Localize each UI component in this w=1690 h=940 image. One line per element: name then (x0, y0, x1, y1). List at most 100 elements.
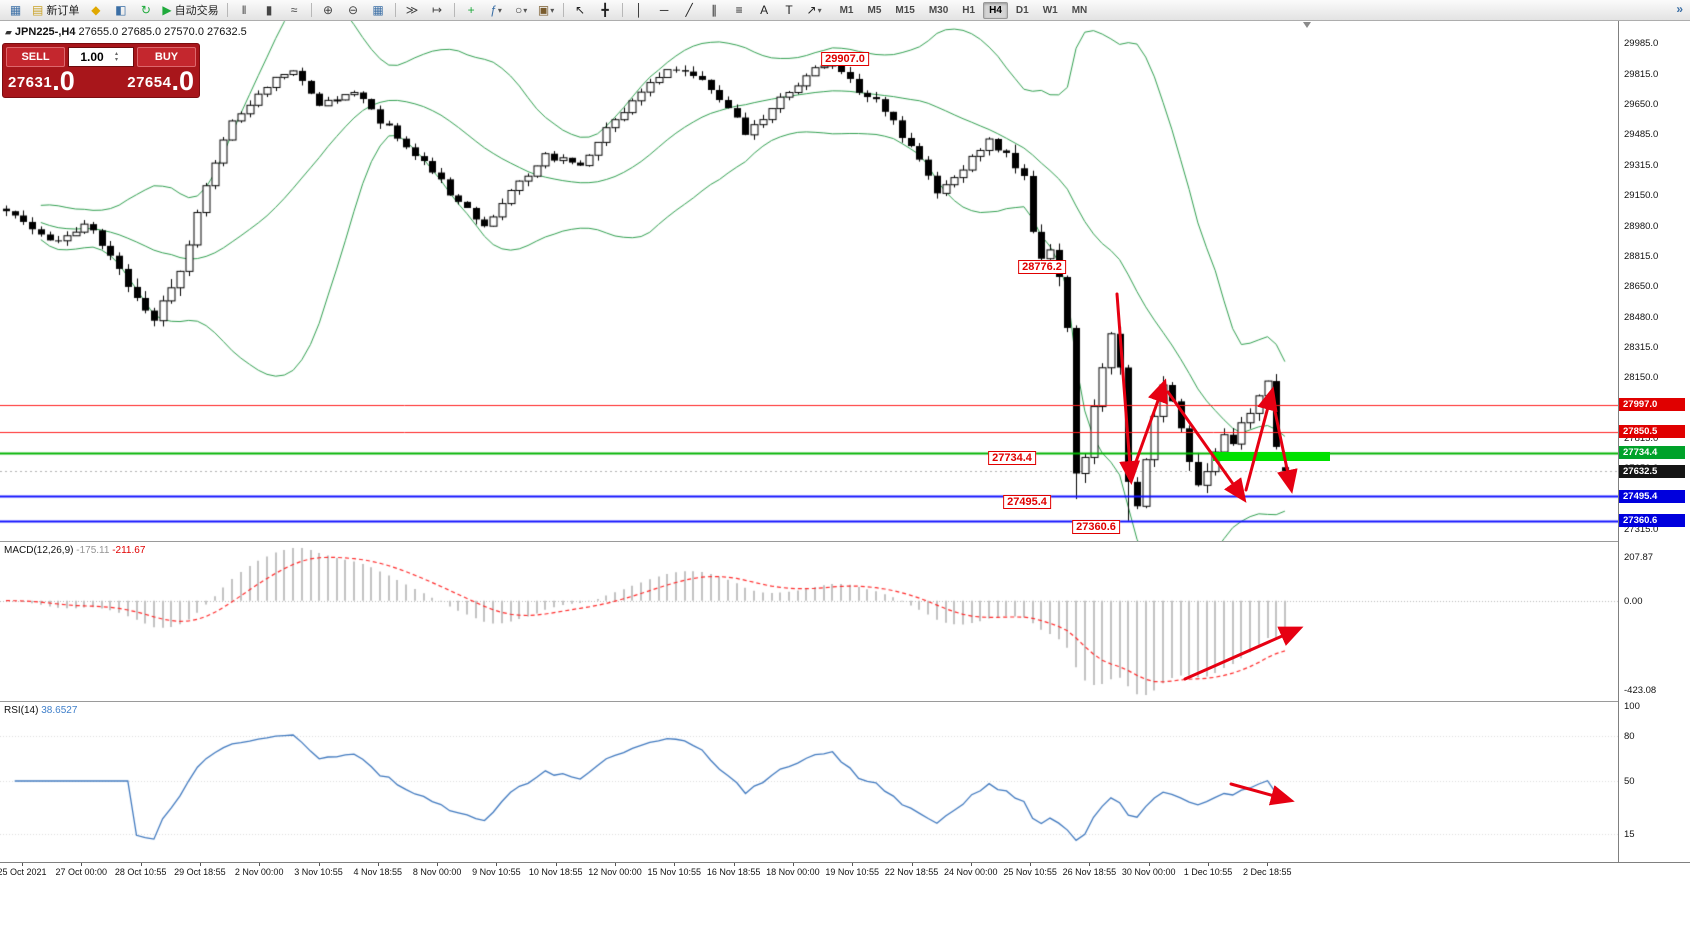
bid-price: 27631.0 (8, 68, 75, 95)
channel-button-icon: ∥ (711, 3, 718, 17)
indicator-list-dropdown[interactable]: ƒ ▾ (485, 1, 508, 20)
volume-up-icon[interactable]: ▴ (115, 51, 119, 57)
time-axis-label: 1 Dec 10:55 (1183, 867, 1233, 877)
timeframe-w1[interactable]: W1 (1042, 4, 1058, 16)
timeframe-h1[interactable]: H1 (962, 4, 976, 16)
zoom-in-button[interactable]: ⊕ (317, 1, 340, 20)
time-axis-tick (852, 863, 853, 866)
timeframe-mn[interactable]: MN (1071, 4, 1088, 16)
time-axis-tick (378, 863, 379, 866)
price-scale-label: 28650.0 (1624, 281, 1659, 292)
crosshair-button[interactable]: ╋ (594, 1, 617, 20)
channel-button[interactable]: ∥ (703, 1, 726, 20)
line-chart-button-icon: ≈ (290, 3, 298, 17)
time-axis-label: 30 Nov 00:00 (1121, 867, 1176, 877)
price-scale-label: 28480.0 (1624, 311, 1659, 323)
macd-pane-canvas[interactable] (0, 542, 1618, 701)
arrow-objects-dropdown[interactable]: ↗ ▾ (803, 1, 826, 20)
market-watch-button-icon: ◆ (91, 3, 101, 17)
bar-chart-button[interactable]: ‖ (233, 1, 256, 20)
price-tag: 27495.4 (1619, 489, 1685, 503)
volume-input[interactable] (69, 50, 115, 64)
time-axis-label: 2 Dec 18:55 (1243, 867, 1292, 877)
timeframe-m30[interactable]: M30 (928, 4, 949, 16)
time-axis[interactable]: 25 Oct 2021 27 Oct 00:00 28 Oct 10:55 29 Oc… (0, 863, 1690, 881)
pane-separator-macd[interactable] (0, 541, 1690, 542)
price-scale-label: 28315.0 (1624, 342, 1659, 354)
symbol-name: JPN225-,H4 (14, 26, 76, 38)
market-watch-button[interactable]: ◆ (84, 1, 107, 20)
fibonacci-button[interactable]: ≡ (728, 1, 751, 20)
timeframe-m1[interactable]: M1 (839, 4, 854, 16)
time-axis-label: 10 Nov 18:55 (528, 867, 583, 877)
sell-button[interactable]: SELL (6, 47, 65, 67)
chart-shift-button-icon: ↦ (432, 3, 443, 17)
chart-shift-button[interactable]: ↦ (426, 1, 449, 20)
periods-dropdown-icon: ○ (514, 3, 523, 17)
symbol-info: ▰ JPN225-,H4 27655.0 27685.0 27570.0 2763… (5, 26, 247, 38)
auto-scroll-button[interactable]: ≫ (401, 1, 424, 20)
refresh-button[interactable]: ↻ (134, 1, 157, 20)
arrow-objects-dropdown-arrow-icon: ▾ (817, 5, 822, 15)
horizontal-line-button[interactable]: ─ (653, 1, 676, 20)
tile-windows-button[interactable]: ▦ (367, 1, 390, 20)
rsi-value: 38.6527 (41, 705, 78, 716)
time-axis-label: 24 Nov 00:00 (944, 867, 998, 877)
price-axis-line (1618, 21, 1619, 862)
timeframe-h4[interactable]: H4 (983, 1, 1008, 19)
rsi-scale-label: 100 (1624, 701, 1640, 712)
text-label-button[interactable]: T (778, 1, 801, 20)
templates-dropdown-arrow-icon: ▾ (550, 5, 555, 15)
trendline-button[interactable]: ╱ (678, 1, 701, 20)
zoom-out-button-icon: ⊖ (348, 3, 359, 17)
macd-scale-label: -423.08 (1624, 685, 1657, 697)
indicators-button-icon: + (467, 3, 475, 17)
toolbar-separator (310, 3, 312, 17)
periods-dropdown[interactable]: ○ ▾ (510, 1, 533, 20)
indicators-button[interactable]: + (460, 1, 483, 20)
rsi-pane-canvas[interactable] (0, 702, 1618, 861)
toolbar-groups: ▦ ▤ 新订单 ◆ ◧ ↻ ▶ 自动交易 ‖ ▮ ≈ ⊕ ⊖ ▦ ≫ ↦ + ƒ ▾ ○ ▾ ▣ ▾ ↖ ╋ │ ─ ╱ ∥ ≡ A T ↗ ▾ (3, 1, 827, 20)
zoom-out-button[interactable]: ⊖ (342, 1, 365, 20)
new-chart-button[interactable]: ▦ (4, 1, 27, 20)
time-axis-tick (615, 863, 616, 866)
timeframe-m15[interactable]: M15 (895, 4, 915, 16)
navigator-button[interactable]: ◧ (109, 1, 132, 20)
time-axis-label: 25 Oct 2021 (0, 867, 47, 877)
volume-spinner: ▴ ▾ (115, 51, 119, 63)
autotrading-button[interactable]: ▶ 自动交易 (159, 1, 221, 20)
toolbar-separator (562, 3, 564, 17)
templates-dropdown-icon: ▣ (537, 3, 550, 17)
text-button[interactable]: A (753, 1, 776, 20)
macd-indicator-label: MACD(12,26,9) -175.11 -211.67 (4, 545, 145, 556)
price-tag: 27997.0 (1619, 398, 1685, 412)
timeframe-m5[interactable]: M5 (867, 4, 882, 16)
vertical-line-button[interactable]: │ (628, 1, 651, 20)
buy-button[interactable]: BUY (137, 47, 196, 67)
new-order-button[interactable]: ▤ 新订单 (29, 1, 82, 20)
arrow-objects-dropdown-icon: ↗ (806, 3, 817, 17)
macd-value: -175.11 (76, 545, 110, 556)
autotrading-button-icon: ▶ (162, 3, 172, 17)
main-chart-canvas[interactable] (0, 21, 1618, 541)
line-chart-button[interactable]: ≈ (283, 1, 306, 20)
price-scale[interactable]: 29985.0 29815.0 29650.0 29485.0 29315.0 29150… (1619, 21, 1690, 862)
macd-signal-value: -211.67 (112, 545, 146, 556)
chart-window: ▰ JPN225-,H4 27655.0 27685.0 27570.0 2763… (0, 21, 1690, 940)
pane-separator-rsi[interactable] (0, 701, 1690, 702)
volume-down-icon[interactable]: ▾ (115, 57, 119, 63)
templates-dropdown[interactable]: ▣ ▾ (535, 1, 558, 20)
timeframe-d1[interactable]: D1 (1015, 4, 1029, 16)
price-scale-label: 27815.0 (1624, 433, 1659, 445)
navigator-button-icon: ◧ (115, 3, 127, 17)
candlestick-chart-button[interactable]: ▮ (258, 1, 281, 20)
toolbar-overflow-button[interactable]: » (1676, 2, 1683, 16)
time-axis-tick (971, 863, 972, 866)
time-axis-tick (1149, 863, 1150, 866)
fibonacci-button-icon: ≡ (735, 3, 743, 17)
cursor-button[interactable]: ↖ (569, 1, 592, 20)
auto-scroll-button-icon: ≫ (405, 3, 419, 17)
periods-dropdown-arrow-icon: ▾ (523, 5, 528, 15)
time-axis-label: 9 Nov 10:55 (472, 867, 521, 877)
price-scale-label: 29315.0 (1624, 159, 1659, 171)
